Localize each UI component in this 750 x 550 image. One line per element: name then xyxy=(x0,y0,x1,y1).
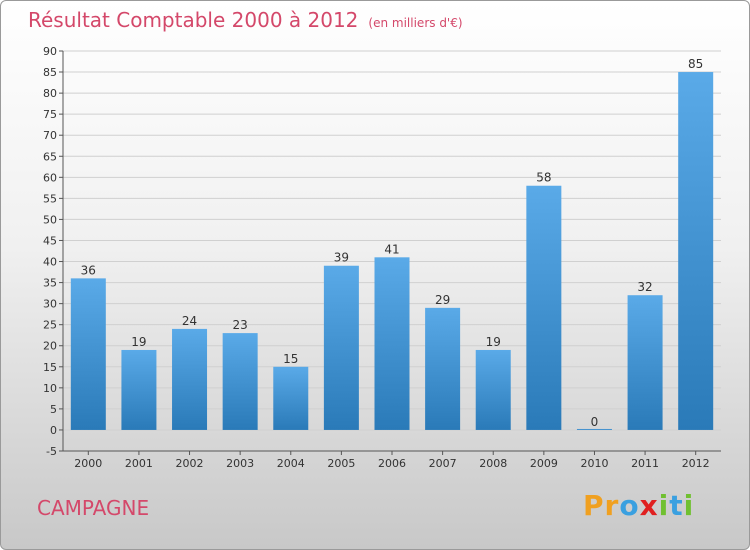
bar-2011 xyxy=(627,295,663,430)
x-tick-label-2008: 2008 xyxy=(479,457,507,470)
y-tick-label: -5 xyxy=(46,445,57,458)
data-label-2007: 29 xyxy=(435,293,450,307)
x-tick-label-2005: 2005 xyxy=(327,457,355,470)
logo-letter: x xyxy=(639,489,659,522)
y-tick-label: 55 xyxy=(43,192,57,205)
x-tick-label-2004: 2004 xyxy=(277,457,305,470)
y-tick-label: 25 xyxy=(43,319,57,332)
logo-letter: i xyxy=(658,489,670,522)
x-tick-label-2009: 2009 xyxy=(530,457,558,470)
bar-2006 xyxy=(374,257,410,430)
data-label-2001: 19 xyxy=(131,335,146,349)
bar-2010 xyxy=(576,428,612,430)
y-tick-label: 0 xyxy=(50,424,57,437)
x-tick-label-2011: 2011 xyxy=(631,457,659,470)
y-tick-label: 90 xyxy=(43,45,57,58)
data-label-2010: 0 xyxy=(591,415,599,429)
x-tick-label-2000: 2000 xyxy=(74,457,102,470)
y-tick-label: 80 xyxy=(43,87,57,100)
y-tick-label: 70 xyxy=(43,129,57,142)
y-tick-label: 30 xyxy=(43,298,57,311)
y-tick-label: 65 xyxy=(43,150,57,163)
data-label-2004: 15 xyxy=(283,352,298,366)
data-label-2006: 41 xyxy=(384,242,399,256)
chart-title: Résultat Comptable 2000 à 2012 (en millie… xyxy=(28,8,463,32)
x-tick-label-2001: 2001 xyxy=(125,457,153,470)
bar-2002 xyxy=(172,328,208,430)
bar-2007 xyxy=(425,307,461,430)
x-tick-label-2006: 2006 xyxy=(378,457,406,470)
y-tick-label: 15 xyxy=(43,361,57,374)
proxiti-logo: Proxiti xyxy=(583,489,694,522)
bar-2005 xyxy=(323,265,359,430)
logo-letter: r xyxy=(604,489,620,522)
chart-title-text: Résultat Comptable 2000 à 2012 xyxy=(28,8,359,32)
data-label-2008: 19 xyxy=(486,335,501,349)
data-label-2012: 85 xyxy=(688,57,703,71)
y-tick-label: 45 xyxy=(43,234,57,247)
place-name: CAMPAGNE xyxy=(37,496,150,520)
data-label-2000: 36 xyxy=(81,263,96,277)
bar-2009 xyxy=(526,185,562,430)
data-label-2002: 24 xyxy=(182,314,197,328)
logo-letter: i xyxy=(683,489,695,522)
y-tick-label: 85 xyxy=(43,66,57,79)
y-tick-label: 40 xyxy=(43,256,57,269)
x-tick-label-2012: 2012 xyxy=(682,457,710,470)
y-tick-label: 60 xyxy=(43,171,57,184)
x-tick-label-2007: 2007 xyxy=(429,457,457,470)
logo-letter: t xyxy=(669,489,684,522)
chart-subtitle: (en milliers d'€) xyxy=(368,16,463,30)
x-tick-label-2010: 2010 xyxy=(580,457,608,470)
bar-2000 xyxy=(70,278,106,430)
logo-letter: P xyxy=(583,489,605,522)
bar-2003 xyxy=(222,333,258,430)
y-tick-label: 10 xyxy=(43,382,57,395)
bar-2008 xyxy=(475,349,511,430)
y-tick-label: 35 xyxy=(43,277,57,290)
y-tick-label: 75 xyxy=(43,108,57,121)
y-tick-label: 5 xyxy=(50,403,57,416)
x-tick-label-2002: 2002 xyxy=(176,457,204,470)
bar-2004 xyxy=(273,366,309,430)
bar-2012 xyxy=(678,72,714,430)
x-tick-label-2003: 2003 xyxy=(226,457,254,470)
data-label-2011: 32 xyxy=(637,280,652,294)
data-label-2009: 58 xyxy=(536,171,551,185)
y-tick-label: 50 xyxy=(43,213,57,226)
bar-2001 xyxy=(121,349,157,430)
y-tick-label: 20 xyxy=(43,340,57,353)
logo-letter: o xyxy=(619,489,640,522)
data-label-2003: 23 xyxy=(233,318,248,332)
data-label-2005: 39 xyxy=(334,251,349,265)
